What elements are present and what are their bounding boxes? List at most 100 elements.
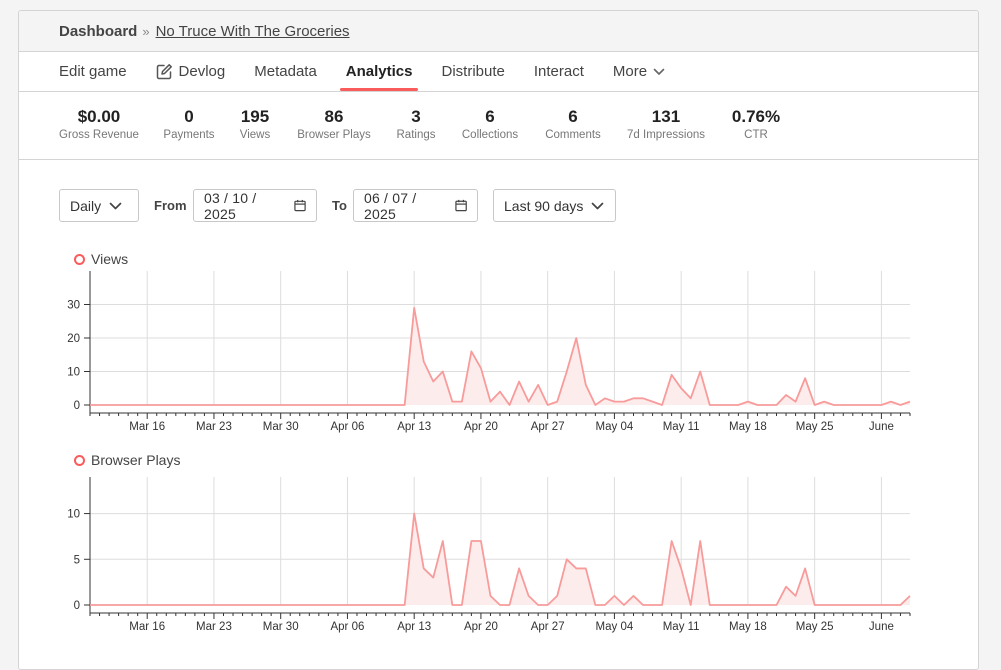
x-tick-label: May 18 bbox=[729, 421, 767, 433]
x-tick-label: June bbox=[869, 621, 894, 633]
to-date-value: 06 / 07 / 2025 bbox=[364, 189, 417, 222]
to-label: To bbox=[332, 198, 347, 213]
breadcrumb-dashboard-link[interactable]: Dashboard bbox=[59, 22, 138, 40]
legend-label: Views bbox=[91, 251, 129, 267]
x-tick-label: Mar 23 bbox=[196, 421, 232, 433]
stat-label: 7d Impressions bbox=[627, 129, 705, 141]
legend-label: Browser Plays bbox=[91, 452, 181, 468]
series-area bbox=[90, 307, 910, 405]
views-legend[interactable]: Views bbox=[74, 251, 128, 267]
stat-value: 86 bbox=[324, 107, 344, 126]
interval-select[interactable]: Daily bbox=[59, 189, 139, 222]
edit-icon bbox=[156, 64, 172, 80]
stat-label: Comments bbox=[545, 129, 601, 141]
x-tick-label: May 04 bbox=[596, 621, 634, 633]
tab-devlog[interactable]: Devlog bbox=[156, 52, 226, 91]
stat-7d-impressions: 131 7d Impressions bbox=[627, 106, 705, 142]
calendar-icon[interactable] bbox=[455, 199, 467, 212]
tab-label: Metadata bbox=[254, 63, 317, 80]
series-area bbox=[90, 513, 910, 605]
y-tick-label: 0 bbox=[74, 400, 80, 412]
stat-label: Browser Plays bbox=[297, 129, 371, 141]
calendar-icon[interactable] bbox=[294, 199, 306, 212]
stat-label: Views bbox=[239, 129, 271, 141]
tab-label: More bbox=[612, 63, 648, 80]
stat-comments: 6 Comments bbox=[545, 106, 601, 142]
stat-value: 195 bbox=[240, 107, 270, 126]
chevron-down-icon bbox=[592, 202, 604, 209]
series-line[interactable] bbox=[90, 306, 911, 406]
tab-distribute[interactable]: Distribute bbox=[442, 52, 505, 91]
tab-label: Analytics bbox=[345, 63, 413, 80]
stat-ratings: 3 Ratings bbox=[397, 106, 436, 142]
x-tick-label: Apr 20 bbox=[464, 421, 498, 433]
breadcrumb-separator: » bbox=[142, 23, 150, 39]
views-chart: 0 10 20 30 Mar 16 Mar 23 Mar 30 Apr 06 Apr 13 Apr… bbox=[67, 271, 911, 433]
stat-ctr: 0.76% CTR bbox=[732, 106, 780, 142]
x-tick-label: Apr 13 bbox=[397, 621, 431, 633]
x-tick-label: Mar 16 bbox=[129, 421, 165, 433]
range-select[interactable]: Last 90 days bbox=[493, 189, 616, 222]
tab-label: Devlog bbox=[178, 63, 226, 80]
stat-value: 6 bbox=[485, 107, 495, 126]
y-tick-label: 5 bbox=[74, 554, 80, 566]
series-line[interactable] bbox=[90, 512, 911, 606]
legend-dot-icon bbox=[74, 454, 85, 466]
chevron-down-icon bbox=[109, 202, 122, 209]
tab-edit-game[interactable]: Edit game bbox=[59, 52, 127, 91]
x-tick-label: May 11 bbox=[663, 421, 700, 433]
tab-label: Distribute bbox=[441, 63, 505, 80]
interval-value: Daily bbox=[70, 197, 102, 214]
x-tick-label: May 04 bbox=[596, 421, 634, 433]
game-panel: Dashboard » No Truce With The Groceries … bbox=[18, 10, 979, 670]
breadcrumb-game-link[interactable]: No Truce With The Groceries bbox=[155, 22, 350, 40]
x-tick-label: Mar 16 bbox=[129, 621, 165, 633]
stat-browser-plays: 86 Browser Plays bbox=[297, 106, 371, 142]
stat-value: 3 bbox=[411, 107, 421, 126]
stat-value: 0.76% bbox=[731, 107, 781, 126]
x-tick-label: Mar 30 bbox=[263, 421, 299, 433]
tab-analytics[interactable]: Analytics bbox=[339, 52, 418, 91]
range-value: Last 90 days bbox=[504, 197, 584, 214]
stat-value: $0.00 bbox=[77, 107, 121, 126]
y-tick-label: 0 bbox=[74, 600, 80, 612]
stat-label: Payments bbox=[163, 129, 215, 141]
x-tick-label: Mar 30 bbox=[263, 621, 299, 633]
browser-plays-legend[interactable]: Browser Plays bbox=[74, 452, 180, 468]
x-tick-label: Apr 27 bbox=[531, 421, 565, 433]
stat-gross-revenue: $0.00 Gross Revenue bbox=[59, 106, 139, 142]
x-tick-label: Apr 13 bbox=[397, 421, 431, 433]
legend-dot-icon bbox=[74, 253, 85, 265]
stat-label: Collections bbox=[461, 129, 519, 141]
stat-views: 195 Views bbox=[240, 106, 270, 142]
stat-payments: 0 Payments bbox=[163, 106, 214, 142]
from-date-value: 03 / 10 / 2025 bbox=[204, 189, 257, 222]
stat-value: 131 bbox=[651, 107, 681, 126]
y-tick-label: 30 bbox=[67, 300, 80, 312]
breadcrumb: Dashboard » No Truce With The Groceries bbox=[19, 11, 978, 52]
chevron-down-icon bbox=[653, 68, 665, 75]
y-tick-label: 10 bbox=[67, 367, 80, 379]
tab-metadata[interactable]: Metadata bbox=[254, 52, 317, 91]
tab-interact[interactable]: Interact bbox=[534, 52, 584, 91]
x-tick-label: Apr 27 bbox=[531, 621, 565, 633]
stat-value: 0 bbox=[184, 107, 194, 126]
stats-bar: $0.00 Gross Revenue 0 Payments 195 Views 86… bbox=[19, 92, 978, 160]
tab-more[interactable]: More bbox=[613, 52, 665, 91]
stat-label: Ratings bbox=[396, 129, 436, 141]
x-tick-label: May 25 bbox=[796, 621, 834, 633]
y-tick-label: 20 bbox=[67, 333, 80, 345]
from-label: From bbox=[154, 198, 187, 213]
x-tick-label: May 25 bbox=[796, 421, 834, 433]
x-tick-label: Apr 06 bbox=[330, 421, 364, 433]
stat-label: Gross Revenue bbox=[59, 129, 139, 141]
x-tick-label: May 18 bbox=[729, 621, 767, 633]
to-date-input[interactable]: 06 / 07 / 2025 bbox=[353, 189, 478, 222]
x-tick-label: May 11 bbox=[663, 621, 700, 633]
from-date-input[interactable]: 03 / 10 / 2025 bbox=[193, 189, 317, 222]
x-tick-label: June bbox=[869, 421, 894, 433]
tab-label: Edit game bbox=[59, 63, 127, 80]
x-tick-label: Mar 23 bbox=[196, 621, 232, 633]
tab-bar: Edit game Devlog Metadata Analytics Dist… bbox=[19, 52, 978, 92]
stat-value: 6 bbox=[568, 107, 578, 126]
